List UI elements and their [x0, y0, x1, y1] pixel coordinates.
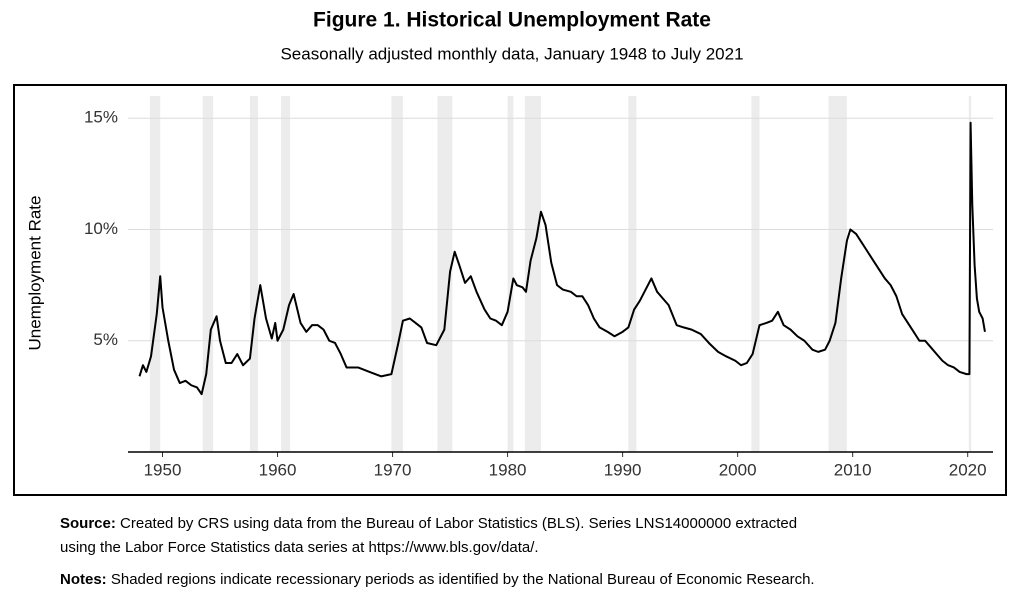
recession-band	[149, 96, 161, 452]
plot-area: 5% 10% 15% 1950 1960 1970 1980 1990 2000 2010 2020	[84, 96, 993, 479]
recession-band	[249, 96, 258, 452]
recession-band	[751, 96, 760, 452]
x-tick-label: 2010	[834, 460, 872, 479]
notes: Notes: Shaded regions indicate recession…	[60, 571, 815, 588]
recession-band	[280, 96, 291, 452]
x-tick-label: 2000	[719, 460, 757, 479]
x-tick-label: 1960	[259, 460, 297, 479]
y-axis-label: Unemployment Rate	[25, 196, 44, 351]
chart-frame	[13, 84, 1007, 496]
y-tick-label: 10%	[84, 219, 118, 238]
x-tick-label: 1980	[489, 460, 527, 479]
source-text: Created by CRS using data from the Burea…	[120, 515, 797, 532]
chart-title: Figure 1. Historical Unemployment Rate	[313, 9, 711, 32]
x-tick-label: 1990	[604, 460, 642, 479]
recession-band	[507, 96, 514, 452]
source-note: Source: Created by CRS using data from t…	[60, 515, 797, 532]
x-tick-label: 2020	[949, 460, 987, 479]
recession-band	[202, 96, 214, 452]
chart-subtitle: Seasonally adjusted monthly data, Januar…	[280, 44, 743, 63]
recession-band	[524, 96, 541, 452]
source-label: Source:	[60, 515, 116, 532]
recession-band	[437, 96, 453, 452]
x-tick-label: 1950	[144, 460, 182, 479]
recession-band	[391, 96, 403, 452]
notes-text: Shaded regions indicate recessionary per…	[111, 571, 815, 588]
series-line	[138, 121, 986, 396]
source-note-2: using the Labor Force Statistics data se…	[60, 539, 539, 556]
notes-label: Notes:	[60, 571, 107, 588]
x-tick-label: 1970	[374, 460, 412, 479]
recession-band	[828, 96, 847, 452]
recession-band	[628, 96, 637, 452]
y-tick-label: 15%	[84, 108, 118, 127]
y-tick-label: 5%	[93, 330, 118, 349]
